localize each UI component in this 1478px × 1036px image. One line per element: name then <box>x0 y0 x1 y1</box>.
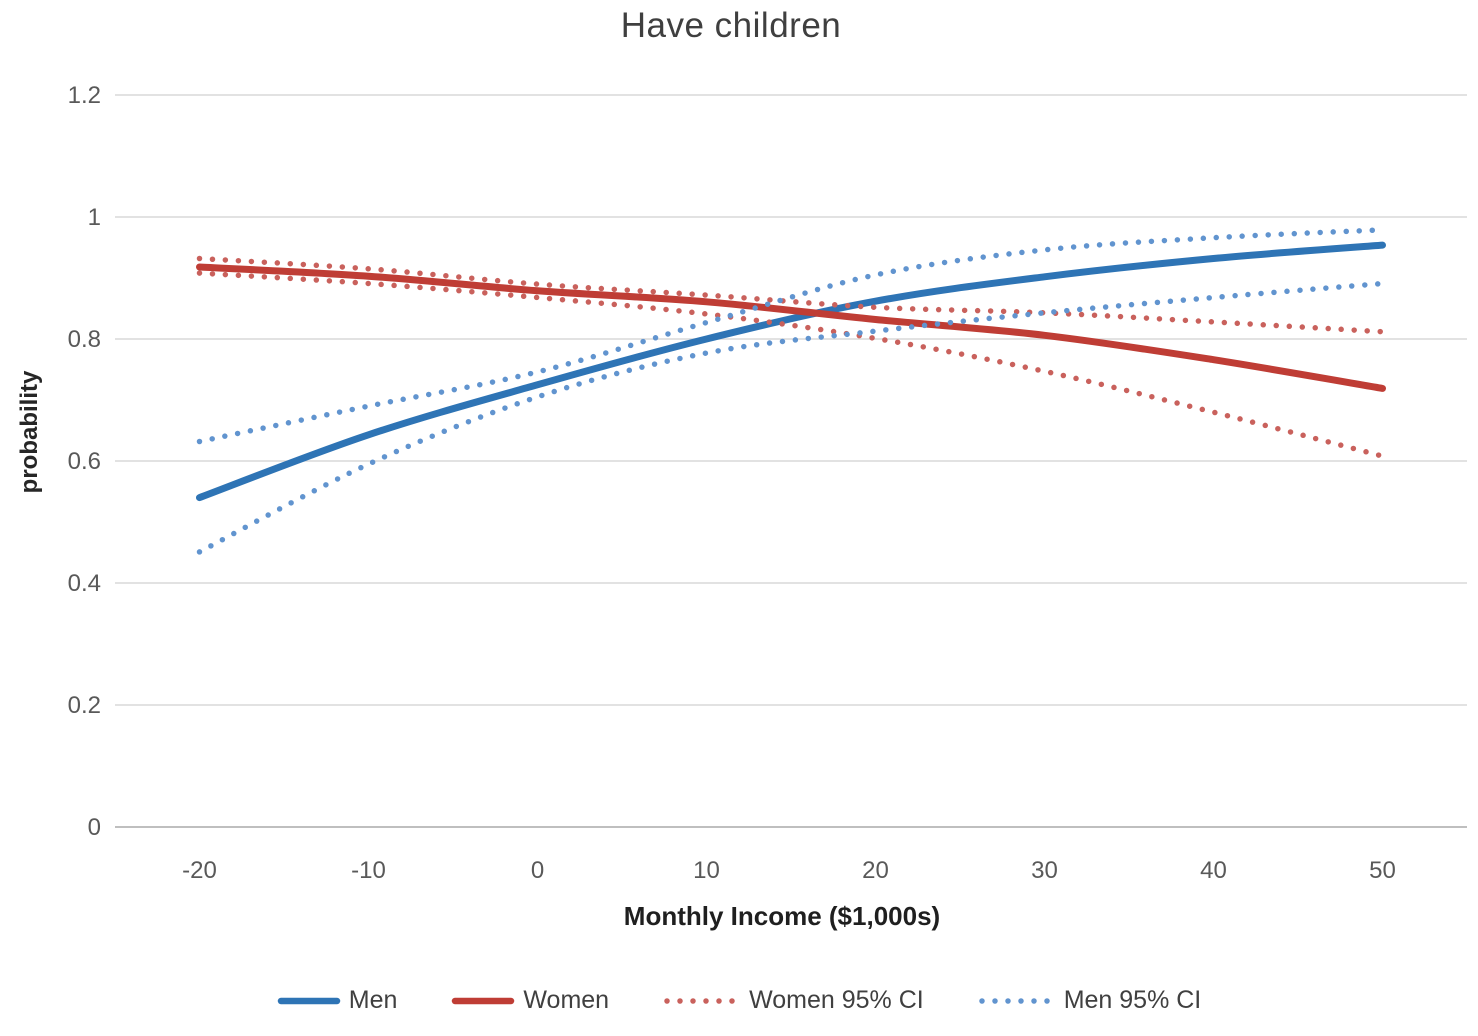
y-tick-label: 0.8 <box>68 326 101 353</box>
y-tick-label: 0.4 <box>68 570 101 597</box>
x-tick-label: -20 <box>182 857 217 884</box>
x-tick-label: 30 <box>1031 857 1058 884</box>
legend-label: Men 95% CI <box>1063 986 1202 1014</box>
legend: Men Women Women 95% CI Men 95% CI <box>0 986 1478 1015</box>
x-tick-label: 10 <box>693 857 720 884</box>
legend-item-women-95-ci: Women 95% CI <box>663 986 924 1015</box>
series-men-95-ci-lower-line <box>196 280 1386 555</box>
legend-solid-line-marker <box>452 997 515 1004</box>
x-tick-label: -10 <box>351 857 386 884</box>
legend-label: Women <box>523 986 610 1014</box>
y-tick-label: 1.2 <box>68 82 101 109</box>
series-women-line <box>196 263 1386 392</box>
y-tick-label: 1 <box>88 204 101 231</box>
y-tick-label: 0 <box>88 814 101 841</box>
x-tick-label: 50 <box>1369 857 1396 884</box>
legend-item-men: Men <box>277 986 398 1015</box>
x-tick-label: 40 <box>1200 857 1227 884</box>
x-tick-label: 0 <box>531 857 544 884</box>
x-tick-label: 20 <box>862 857 889 884</box>
legend-dotted-line-marker <box>978 997 1055 1004</box>
y-tick-label: 0.2 <box>68 692 101 719</box>
legend-solid-line-marker <box>277 997 340 1004</box>
legend-label: Men <box>348 986 398 1014</box>
legend-item-women: Women <box>451 986 609 1015</box>
legend-item-men-95-ci: Men 95% CI <box>978 986 1202 1015</box>
legend-label: Women 95% CI <box>749 986 924 1014</box>
x-axis-title: Monthly Income ($1,000s) <box>623 901 941 931</box>
series-men-line <box>196 241 1386 502</box>
y-tick-label: 0.6 <box>68 448 101 475</box>
chart-title: Have children <box>620 6 842 45</box>
series-men-95-ci-upper-line <box>196 227 1386 445</box>
legend-dotted-line-marker <box>664 997 740 1004</box>
